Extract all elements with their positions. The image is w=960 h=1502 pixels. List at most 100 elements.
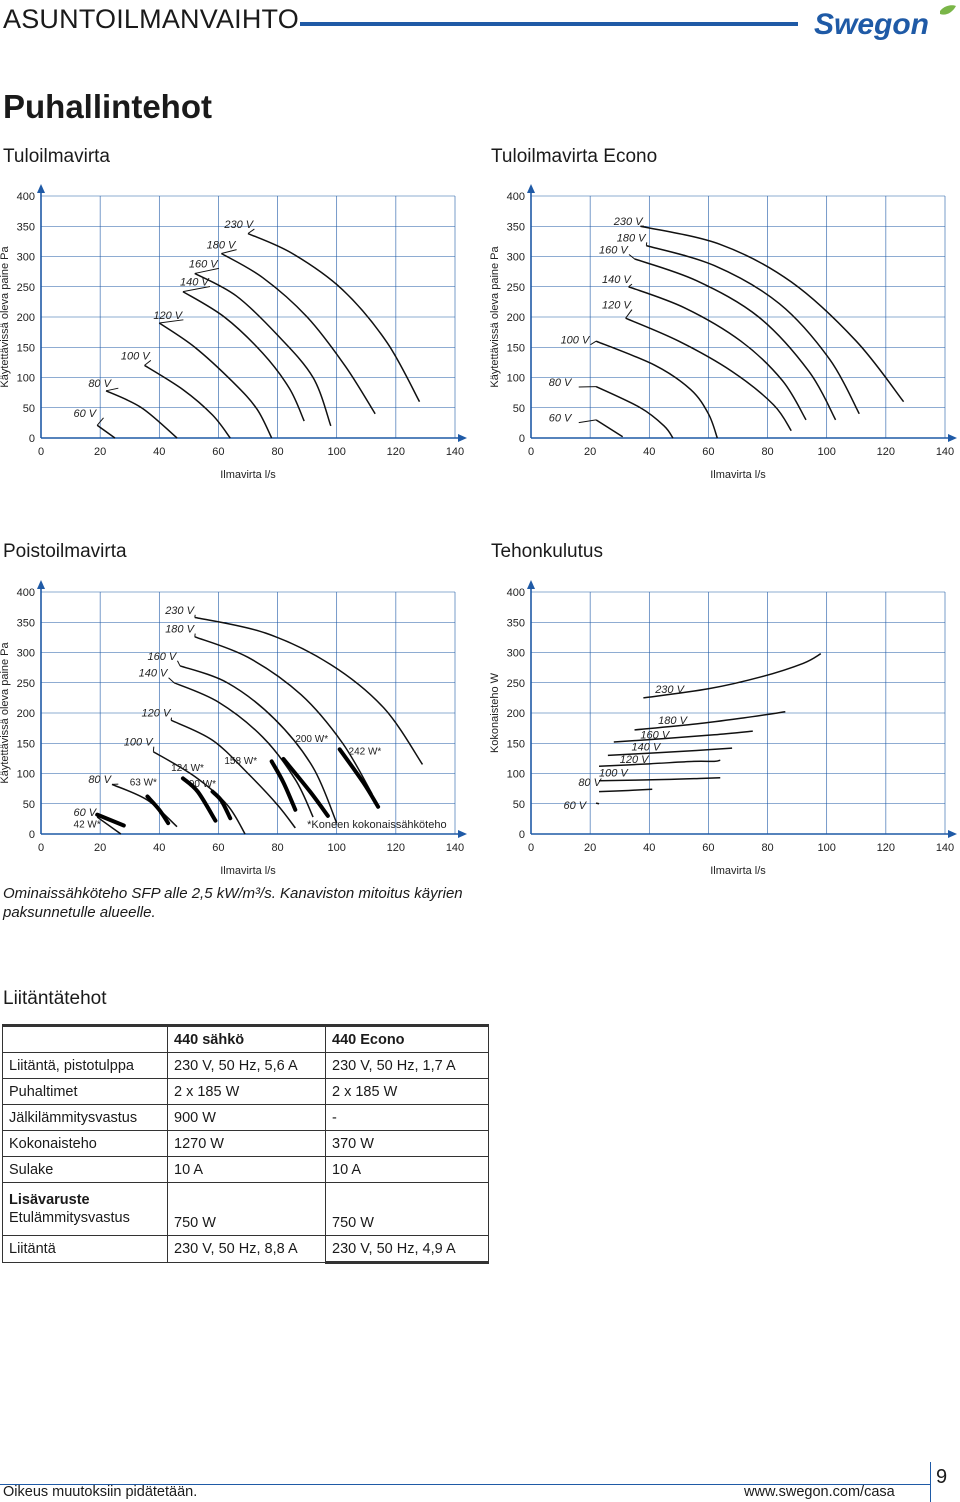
series-leader xyxy=(105,387,119,392)
series-line xyxy=(194,636,373,795)
series-line xyxy=(595,385,674,439)
series-label: 230 V xyxy=(223,219,254,231)
y-tick-label: 0 xyxy=(29,433,35,445)
series-label: 160 V xyxy=(147,651,177,663)
table-cell: 230 V, 50 Hz, 4,9 A xyxy=(325,1235,489,1264)
table-cell: 230 V, 50 Hz, 5,6 A xyxy=(167,1052,326,1079)
y-axis-title: Kokonaisteho W xyxy=(489,672,501,753)
x-tick-label: 40 xyxy=(643,446,655,458)
series-line xyxy=(111,783,178,828)
header-rule xyxy=(300,22,798,26)
series-label: 60 V xyxy=(74,408,98,420)
y-axis-arrow xyxy=(527,580,535,589)
thick-curve-segment xyxy=(281,756,330,818)
page-heading: Puhallintehot xyxy=(3,88,212,125)
x-tick-label: 40 xyxy=(153,842,165,854)
x-tick-label: 60 xyxy=(212,446,224,458)
y-tick-label: 250 xyxy=(507,678,525,690)
x-tick-label: 20 xyxy=(94,446,106,458)
table-cell: 230 V, 50 Hz, 1,7 A xyxy=(325,1052,489,1079)
series-line xyxy=(595,340,719,439)
y-tick-label: 250 xyxy=(507,282,525,294)
series-label: 80 V xyxy=(578,777,602,789)
series-label: 120 V xyxy=(602,300,632,312)
y-axis-arrow xyxy=(37,184,45,193)
series-leader xyxy=(182,286,211,293)
y-tick-label: 50 xyxy=(23,403,35,415)
x-tick-label: 120 xyxy=(877,446,895,458)
table-cell: 900 W xyxy=(167,1104,326,1131)
x-tick-label: 60 xyxy=(212,842,224,854)
series-label: 180 V xyxy=(207,240,237,252)
y-axis-title: Käytettävissä oleva paine Pa xyxy=(489,245,501,387)
x-tick-label: 100 xyxy=(328,446,346,458)
thick-curve-segment xyxy=(337,747,381,809)
x-axis-arrow xyxy=(458,434,467,442)
x-tick-label: 100 xyxy=(818,446,836,458)
series-leader xyxy=(247,228,255,234)
series-line xyxy=(182,290,305,422)
series-line xyxy=(598,788,653,793)
y-axis-arrow xyxy=(527,184,535,193)
chart-title-tuloilmavirta-econo: Tuloilmavirta Econo xyxy=(491,146,658,167)
table-cell: 230 V, 50 Hz, 8,8 A xyxy=(167,1235,326,1263)
x-tick-label: 60 xyxy=(702,842,714,854)
x-tick-label: 140 xyxy=(936,842,954,854)
x-tick-label: 80 xyxy=(761,842,773,854)
connection-power-table: 440 sähkö 440 Econo Liitäntä, pistotulppa 2… xyxy=(2,1024,489,1264)
header-title: ASUNTOILMANVAIHTO xyxy=(3,4,299,34)
thick-curve-segment xyxy=(210,789,233,821)
series-leader xyxy=(96,417,104,426)
x-tick-label: 0 xyxy=(38,842,44,854)
y-tick-label: 250 xyxy=(17,282,35,294)
x-axis-arrow xyxy=(948,830,957,838)
series-line xyxy=(105,390,178,439)
x-tick-label: 60 xyxy=(702,446,714,458)
footer-divider xyxy=(930,1462,931,1502)
series-leader xyxy=(194,267,219,274)
y-tick-label: 50 xyxy=(23,799,35,811)
table-row: Kokonaisteho 1270 W 370 W xyxy=(2,1130,489,1157)
series-label: 120 V xyxy=(142,708,172,720)
series-line xyxy=(158,322,273,439)
series-line xyxy=(179,665,338,824)
y-tick-label: 150 xyxy=(17,738,35,750)
table-cell: Lisävaruste Etulämmitysvastus xyxy=(2,1182,168,1236)
chart-title-tuloilmavirta: Tuloilmavirta xyxy=(3,146,110,167)
series-line xyxy=(221,252,376,415)
thick-curve-segment xyxy=(180,776,218,823)
table-row: Jälkilämmitysvastus 900 W- xyxy=(2,1104,489,1131)
x-axis-arrow xyxy=(948,434,957,442)
leaf-icon xyxy=(940,5,956,15)
series-leader xyxy=(144,359,152,366)
series-line xyxy=(643,653,822,699)
table-row-accessory: Lisävaruste Etulämmitysvastus 750 W 750 W xyxy=(2,1182,489,1236)
x-tick-label: 20 xyxy=(94,842,106,854)
table-row: Sulake 10 A 10 A xyxy=(2,1156,489,1183)
x-tick-label: 20 xyxy=(584,446,596,458)
series-label: 120 V xyxy=(153,310,183,322)
x-tick-label: 140 xyxy=(446,446,464,458)
accessory-item: Etulämmitysvastus xyxy=(9,1210,130,1226)
y-tick-label: 300 xyxy=(507,252,525,264)
footer-disclaimer: Oikeus muutoksiin pidätetään. xyxy=(3,1484,198,1500)
x-tick-label: 80 xyxy=(271,446,283,458)
y-tick-label: 200 xyxy=(507,708,525,720)
y-tick-label: 350 xyxy=(507,221,525,233)
sfp-note: Ominaissähköteho SFP alle 2,5 kW/m³/s. K… xyxy=(3,885,463,921)
chart-annotation: *Koneen kokonaissähköteho xyxy=(307,819,446,831)
x-tick-label: 40 xyxy=(643,842,655,854)
thick-curve-segment xyxy=(95,812,126,828)
series-line xyxy=(96,424,116,439)
series-line xyxy=(194,272,332,427)
series-line xyxy=(634,711,786,731)
series-leader xyxy=(177,660,181,667)
thick-curve-segment xyxy=(145,794,171,826)
power-label: 90 W* xyxy=(189,779,216,790)
x-tick-label: 140 xyxy=(446,842,464,854)
series-label: 140 V xyxy=(139,668,169,680)
series-label: 230 V xyxy=(654,684,685,696)
x-axis-arrow xyxy=(458,830,467,838)
x-axis-title: Ilmavirta l/s xyxy=(220,469,276,481)
